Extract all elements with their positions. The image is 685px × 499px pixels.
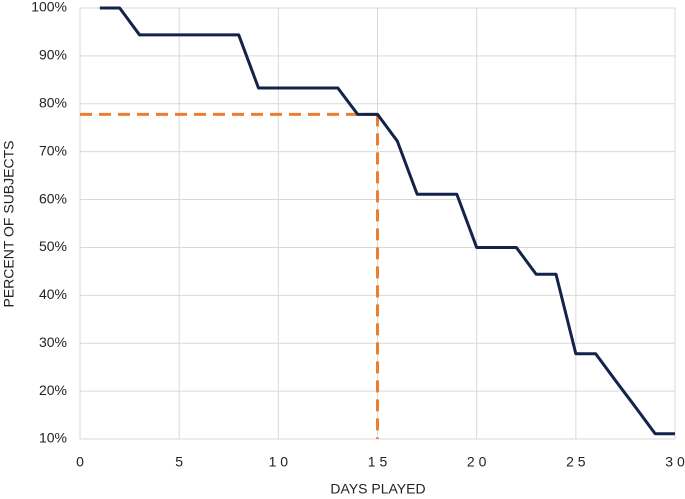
- y-tick-label: 50%: [39, 238, 67, 254]
- y-tick-label: 80%: [39, 94, 67, 110]
- x-tick-label: 0: [76, 454, 84, 470]
- x-tick-label: 1 5: [368, 454, 388, 470]
- x-axis-title: DAYS PLAYED: [330, 481, 425, 497]
- y-tick-label: 100%: [31, 0, 67, 15]
- x-tick-label: 5: [175, 454, 183, 470]
- y-axis-title: PERCENT OF SUBJECTS: [1, 141, 17, 308]
- x-tick-label: 3 0: [665, 454, 685, 470]
- y-tick-label: 10%: [39, 430, 67, 446]
- y-tick-label: 60%: [39, 190, 67, 206]
- y-tick-label: 30%: [39, 334, 67, 350]
- y-tick-label: 90%: [39, 47, 67, 63]
- y-tick-label: 20%: [39, 382, 67, 398]
- x-tick-label: 2 5: [566, 454, 586, 470]
- y-tick-label: 70%: [39, 142, 67, 158]
- data-line: [99, 6, 675, 436]
- y-tick-label: 40%: [39, 286, 67, 302]
- x-tick-label: 2 0: [467, 454, 487, 470]
- x-tick-label: 1 0: [269, 454, 289, 470]
